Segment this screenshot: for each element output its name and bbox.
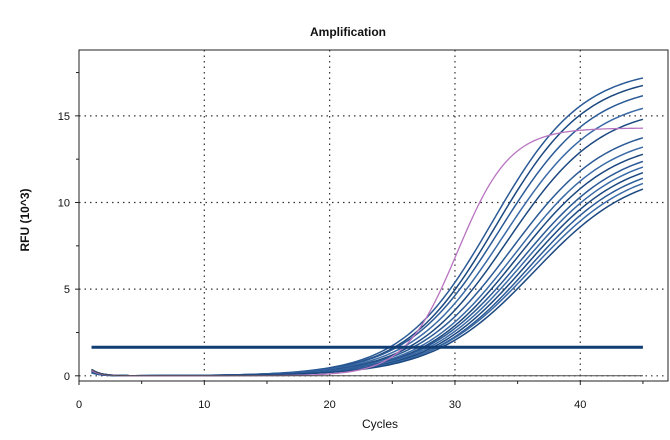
y-tick-label: 10 — [58, 198, 70, 210]
x-tick-label: 20 — [324, 399, 336, 411]
x-axis-label: Cycles — [362, 417, 398, 431]
y-tick-label: 0 — [64, 371, 70, 383]
chart-title: Amplification — [310, 25, 386, 39]
x-tick-label: 30 — [449, 399, 461, 411]
x-tick-label: 10 — [198, 399, 210, 411]
x-tick-label: 0 — [76, 399, 82, 411]
amplification-curves — [91, 77, 644, 377]
y-tick-label: 15 — [58, 111, 70, 123]
plot-area — [79, 50, 668, 381]
y-tick-label: 5 — [64, 284, 70, 296]
y-axis-label: RFU (10^3) — [18, 188, 32, 251]
axis-ticks: 0 10 20 30 40 0 5 10 15 — [58, 72, 644, 411]
plot-frame — [78, 49, 669, 382]
x-tick-label: 40 — [574, 399, 586, 411]
negative-curve — [91, 369, 643, 377]
